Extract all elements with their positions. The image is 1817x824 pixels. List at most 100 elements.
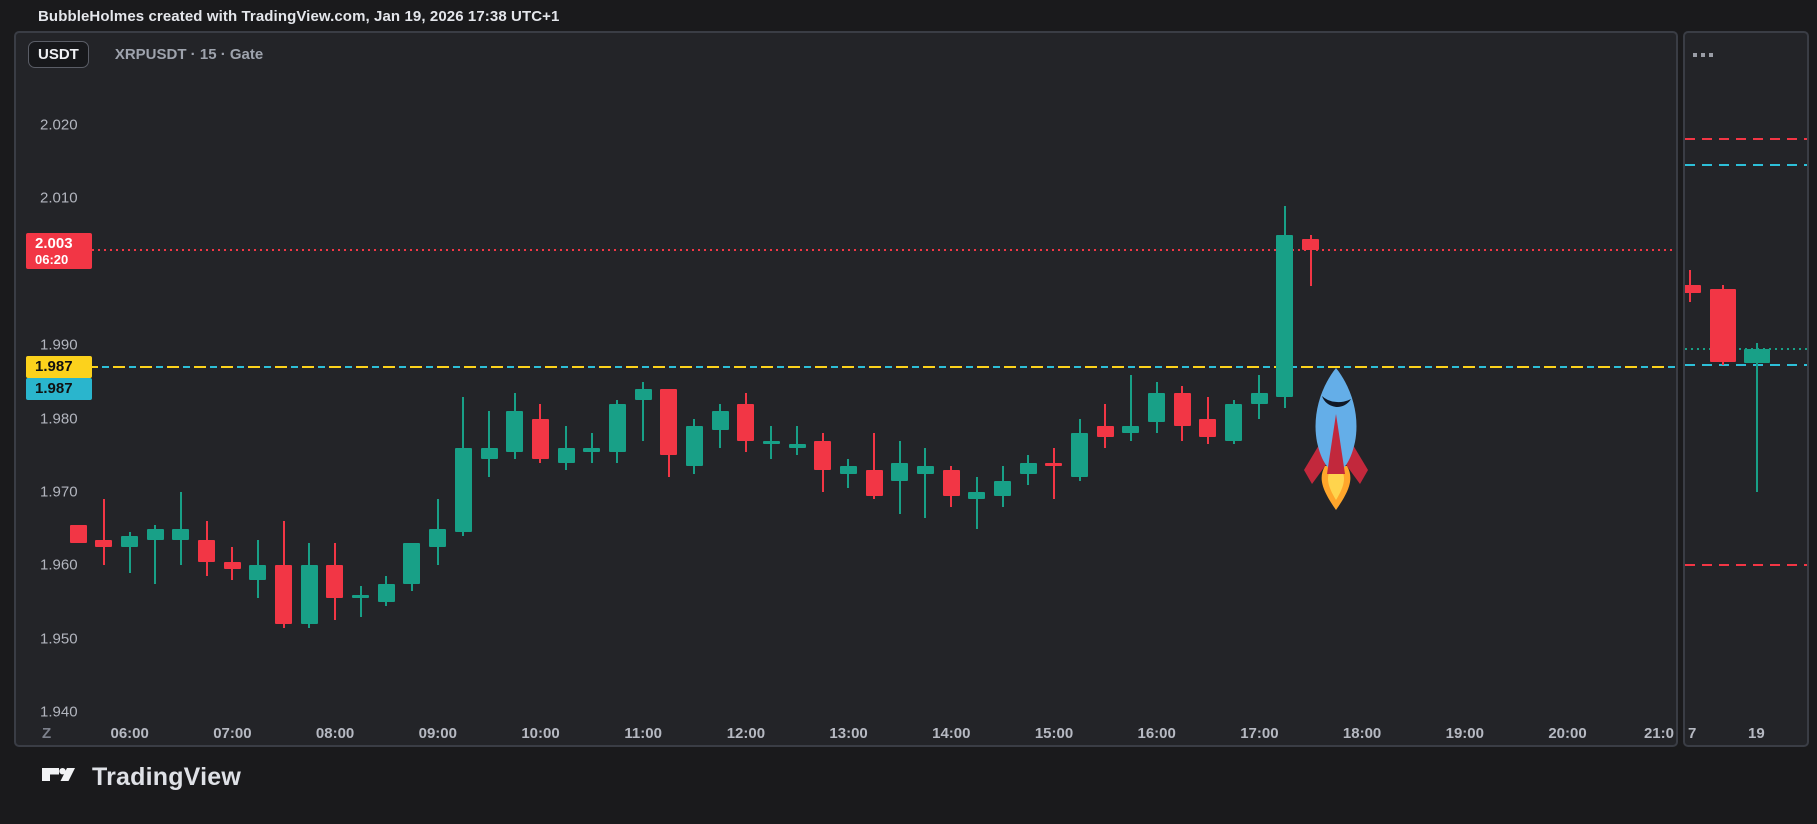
candlestick-07:15[interactable]	[249, 565, 267, 581]
candlestick-17:30[interactable]	[1302, 238, 1320, 250]
time-tick-label: 11:00	[624, 725, 662, 742]
last-price-line[interactable]	[86, 248, 1676, 251]
attribution-bar: BubbleHolmes created with TradingView.co…	[38, 8, 559, 30]
candlestick-08:15[interactable]	[352, 594, 370, 599]
candlestick-05:30[interactable]	[69, 525, 87, 544]
candle-wick	[847, 458, 850, 489]
time-tick-label: 13:00	[829, 725, 868, 742]
rocket-emoji[interactable]	[1300, 366, 1372, 510]
candle-wick	[128, 532, 131, 573]
candlestick-10:15[interactable]	[557, 447, 575, 463]
time-tick-label: 16:00	[1137, 725, 1176, 742]
candlestick-16:15[interactable]	[1173, 392, 1191, 426]
candlestick-17:15[interactable]	[1276, 235, 1294, 397]
candlestick-15:45[interactable]	[1122, 425, 1140, 434]
price-tick-label: 1.970	[40, 483, 78, 501]
main-chart-pane[interactable]: USDT XRPUSDT · 15 · Gate 2.020 2.010 1.990…	[14, 31, 1678, 747]
candlestick-14:00[interactable]	[942, 469, 960, 496]
candle-wick	[1309, 235, 1312, 287]
candle-wick	[642, 381, 645, 441]
price-tick-label: 1.950	[40, 630, 78, 648]
daily-candle-wick	[1756, 343, 1758, 492]
candlestick-11:15[interactable]	[660, 389, 678, 456]
time-tick-label: 20:00	[1548, 725, 1587, 742]
candlestick-06:30[interactable]	[172, 528, 190, 540]
candlestick-05:45[interactable]	[95, 539, 113, 548]
candlestick-14:45[interactable]	[1019, 462, 1037, 474]
candlestick-07:30[interactable]	[275, 565, 293, 625]
daily-candlestick[interactable]	[1685, 285, 1701, 293]
candlestick-16:45[interactable]	[1225, 403, 1243, 441]
symbol-title[interactable]: XRPUSDT · 15 · Gate	[114, 46, 264, 63]
daily-date-label: 19	[1748, 725, 1765, 742]
candlestick-12:45[interactable]	[814, 440, 832, 470]
price-tick-label: 1.990	[40, 336, 78, 354]
daily-candlestick[interactable]	[1710, 289, 1736, 362]
candlestick-09:45[interactable]	[506, 411, 524, 452]
candlestick-10:45[interactable]	[608, 403, 626, 452]
tradingview-logo-mark	[42, 767, 75, 781]
daily-level-line	[1685, 564, 1807, 566]
candlestick-06:15[interactable]	[146, 528, 164, 540]
candlestick-07:45[interactable]	[300, 565, 318, 625]
candlestick-11:00[interactable]	[634, 389, 652, 401]
candle-wick	[359, 585, 362, 617]
candlestick-15:30[interactable]	[1096, 425, 1114, 437]
candlestick-16:00[interactable]	[1148, 392, 1166, 423]
bar-countdown: 06:20	[35, 251, 69, 267]
ellipsis-icon	[1693, 53, 1697, 57]
candlestick-15:15[interactable]	[1071, 433, 1089, 478]
candlestick-07:00[interactable]	[223, 561, 241, 570]
candle-wick	[590, 433, 593, 463]
price-scale[interactable]: 2.020 2.010 1.990 1.980 1.970 1.960 1.950 1.940…	[16, 33, 106, 745]
price-tick-label: 2.020	[40, 116, 78, 134]
ellipsis-icon	[1709, 53, 1713, 57]
quote-currency-badge[interactable]: USDT	[28, 41, 89, 68]
candle-wick	[1129, 374, 1132, 441]
time-tick-label: 08:00	[315, 725, 355, 742]
candlestick-08:45[interactable]	[403, 543, 421, 584]
candlestick-13:45[interactable]	[916, 466, 934, 474]
candlestick-11:45[interactable]	[711, 411, 729, 430]
candlestick-06:45[interactable]	[198, 539, 216, 562]
candlestick-09:30[interactable]	[480, 447, 498, 459]
daily-date-label: 7	[1688, 725, 1697, 742]
candlestick-10:00[interactable]	[531, 418, 549, 459]
candlestick-13:00[interactable]	[839, 466, 857, 474]
candlestick-12:15[interactable]	[762, 440, 780, 445]
alert-level-line[interactable]	[86, 366, 1676, 369]
candlestick-17:00[interactable]	[1250, 392, 1268, 404]
candle-wick	[1104, 403, 1107, 448]
yellow-alert-price-label: 1.987	[26, 356, 92, 379]
timezone-button[interactable]: Z	[42, 725, 52, 742]
candlestick-11:30[interactable]	[685, 425, 703, 467]
candle-wick	[924, 447, 927, 518]
tradingview-logo-text: TradingView	[92, 763, 242, 791]
candlestick-12:00[interactable]	[737, 403, 755, 441]
candlestick-08:30[interactable]	[377, 583, 395, 603]
candlestick-14:15[interactable]	[968, 492, 986, 500]
candle-wick	[796, 425, 799, 456]
more-options-button[interactable]	[1693, 53, 1713, 57]
cyan-alert-price-label: 1.987	[26, 378, 92, 401]
daily-candlestick[interactable]	[1744, 349, 1770, 363]
candlestick-10:30[interactable]	[583, 447, 601, 452]
daily-level-line	[1685, 138, 1807, 140]
candlestick-14:30[interactable]	[994, 480, 1011, 496]
candlestick-13:15[interactable]	[865, 469, 883, 496]
candlestick-09:00[interactable]	[429, 528, 447, 548]
candlestick-15:00[interactable]	[1045, 462, 1063, 467]
tradingview-logo[interactable]: TradingView	[42, 763, 241, 792]
attribution-text: BubbleHolmes created with TradingView.co…	[38, 8, 560, 25]
time-tick-label: 12:00	[726, 725, 766, 742]
time-scale[interactable]: Z 06:00 07:00 08:00 09:00 10:00 11:00 12:00 13:0…	[16, 33, 1676, 745]
daily-level-line	[1685, 164, 1807, 166]
daily-chart-pane[interactable]: 7 19	[1683, 31, 1809, 747]
candlestick-16:30[interactable]	[1199, 418, 1217, 437]
candlestick-08:00[interactable]	[326, 565, 344, 599]
candlestick-12:30[interactable]	[788, 444, 806, 448]
last-price-label: 2.003 06:20	[26, 232, 92, 269]
candlestick-06:00[interactable]	[121, 536, 139, 548]
candlestick-09:15[interactable]	[454, 447, 472, 533]
candlestick-13:30[interactable]	[891, 462, 909, 481]
